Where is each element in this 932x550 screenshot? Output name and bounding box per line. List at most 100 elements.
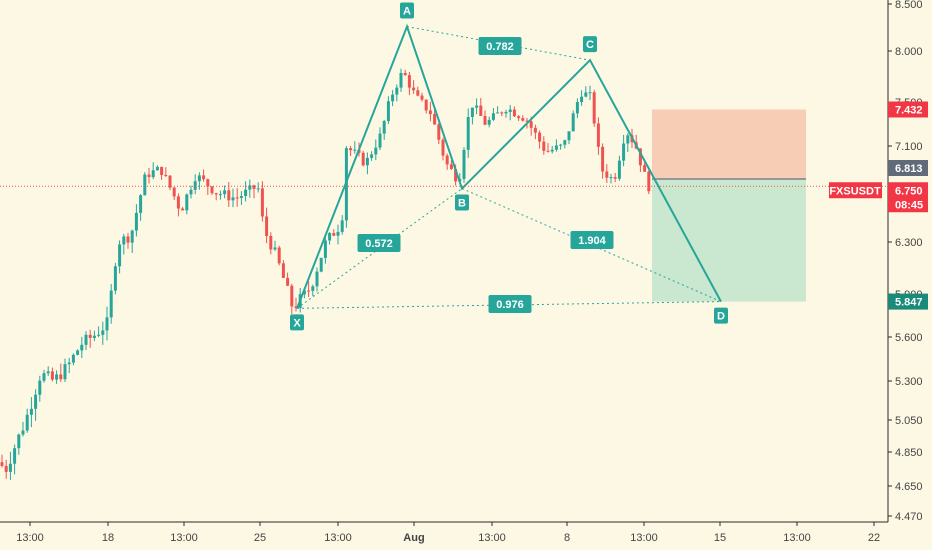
candle-body <box>521 118 525 121</box>
x-tick-label: 15 <box>714 532 726 544</box>
candle-body <box>445 155 449 165</box>
candle <box>193 174 197 195</box>
y-tick-label: 5.300 <box>895 376 923 388</box>
x-tick-label: Aug <box>403 532 424 544</box>
candle <box>307 281 311 298</box>
candle <box>483 110 487 126</box>
candle-body <box>134 212 138 231</box>
candle <box>176 193 180 217</box>
point-label-bg <box>455 194 469 211</box>
candle-body <box>88 334 92 338</box>
candle <box>596 117 600 155</box>
candle <box>580 90 584 106</box>
candle <box>403 69 407 76</box>
candle-body <box>441 139 445 156</box>
candle <box>533 124 537 140</box>
y-tick-label: 5.600 <box>895 332 923 344</box>
ratio-label-bg <box>357 234 401 252</box>
candle-body <box>386 101 390 122</box>
candle <box>46 366 50 376</box>
candle <box>252 184 256 199</box>
candle <box>155 165 159 171</box>
target-price-tag-text: 5.847 <box>895 297 923 309</box>
x-tick-label: 13:00 <box>783 532 811 544</box>
point-label-bg <box>583 36 597 53</box>
candle <box>97 326 101 338</box>
x-tick-label: 25 <box>254 532 266 544</box>
candle-body <box>395 87 399 95</box>
candle <box>113 262 117 295</box>
candle <box>160 166 164 180</box>
candle-body <box>403 72 407 76</box>
candle-body <box>71 354 75 363</box>
candle <box>613 172 617 183</box>
candle <box>218 190 222 200</box>
candle-body <box>252 185 256 189</box>
point-label-d: D <box>714 307 728 324</box>
candle-body <box>193 181 197 190</box>
candle-body <box>575 102 579 114</box>
candle <box>449 159 453 170</box>
candle-body <box>559 144 563 146</box>
candle-body <box>374 147 378 155</box>
candle <box>470 107 474 125</box>
point-label-text: B <box>458 198 466 210</box>
point-label-text: A <box>403 6 411 18</box>
candle <box>567 131 571 145</box>
candle-body <box>277 247 281 264</box>
candle-body <box>286 277 290 286</box>
y-tick-label: 4.850 <box>895 447 923 459</box>
candle-body <box>546 150 550 152</box>
candle-body <box>378 133 382 148</box>
candle-body <box>139 195 143 213</box>
candle <box>584 86 588 98</box>
candle-body <box>487 119 491 125</box>
candle-body <box>340 220 344 232</box>
candle <box>265 207 269 244</box>
point-label-x: X <box>290 314 304 331</box>
countdown-tag-bg <box>888 196 928 213</box>
candle-body <box>420 95 424 100</box>
candle <box>462 147 466 183</box>
candle <box>248 179 252 198</box>
candle <box>143 172 147 196</box>
candle <box>235 188 239 207</box>
candle <box>622 134 626 167</box>
candle <box>424 99 428 114</box>
candle-body <box>218 194 222 196</box>
candle-body <box>34 394 38 409</box>
candle <box>172 186 176 201</box>
candle <box>353 141 357 154</box>
point-label-a: A <box>400 2 414 19</box>
candle-body <box>46 371 50 374</box>
candle-body <box>181 208 185 211</box>
point-label-bg <box>714 307 728 324</box>
x-tick-label: 22 <box>868 532 880 544</box>
candle-body <box>475 105 479 108</box>
candle <box>290 283 294 314</box>
candle <box>512 106 516 118</box>
candle <box>223 185 227 199</box>
candle-body <box>109 290 113 318</box>
candles <box>0 68 651 480</box>
candle-body <box>462 149 466 179</box>
candle-body <box>508 109 512 112</box>
candle <box>554 139 558 152</box>
candle-body <box>437 124 441 140</box>
candle-body <box>323 240 327 258</box>
ratio-label: 0.782 <box>478 37 522 55</box>
current-price-tag-text: 6.750 <box>895 185 923 197</box>
candle <box>349 146 353 156</box>
candle <box>29 397 33 428</box>
current-price-tag-bg <box>888 182 928 199</box>
candle-body <box>542 141 546 151</box>
candle-body <box>25 414 29 431</box>
x-tick-label: 18 <box>102 532 114 544</box>
ratio-label-text: 0.782 <box>486 41 514 53</box>
candle-body <box>294 306 298 308</box>
candle <box>437 123 441 145</box>
candle <box>63 358 67 383</box>
candle-body <box>391 94 395 102</box>
